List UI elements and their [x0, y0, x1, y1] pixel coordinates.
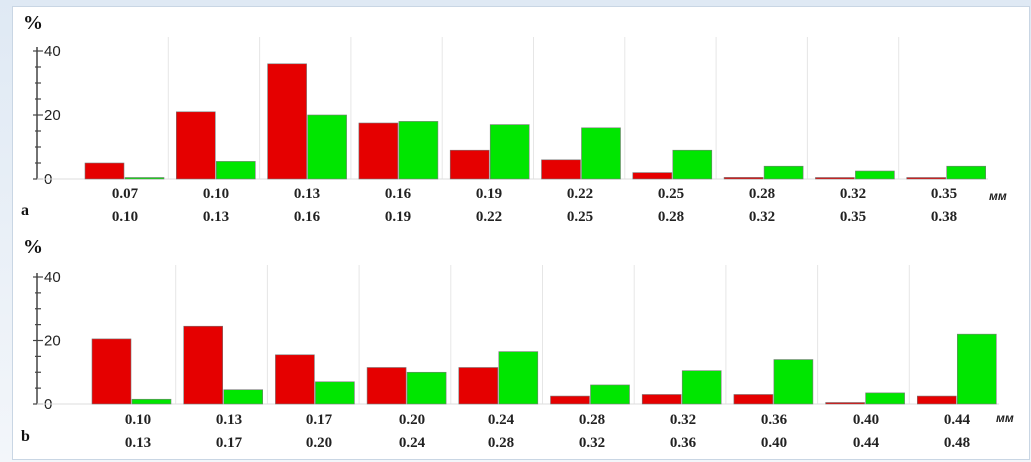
bar-red-6: [550, 395, 590, 405]
bar-green-10: [946, 165, 987, 180]
category-label-lower: 0.40: [761, 435, 787, 451]
category-label-upper: 0.07: [112, 186, 139, 202]
category-label-lower: 0.13: [203, 209, 229, 225]
category-label-upper: 0.17: [306, 412, 333, 428]
category-label-upper: 0.13: [216, 412, 242, 428]
bar-red-10: [906, 177, 947, 180]
bar-red-4: [358, 122, 399, 180]
bar-red-5: [458, 367, 499, 405]
bar-green-8: [763, 165, 804, 180]
category-label-upper: 0.35: [931, 186, 957, 202]
bar-red-2: [176, 111, 216, 180]
category-label-lower: 0.20: [306, 435, 332, 451]
category-label-upper: 0.36: [761, 412, 788, 428]
panel-label: b: [21, 428, 30, 445]
bar-green-7: [681, 370, 722, 405]
bar-red-3: [267, 63, 307, 180]
bar-green-4: [398, 121, 439, 180]
bar-green-5: [498, 351, 539, 405]
bar-green-2: [216, 161, 256, 180]
bar-red-7: [632, 172, 673, 180]
y-tick-label: 40: [44, 269, 61, 286]
bar-red-1: [91, 338, 132, 405]
bar-red-3: [275, 354, 315, 405]
bar-green-3: [307, 114, 347, 180]
bar-red-10: [916, 395, 957, 405]
category-label-upper: 0.32: [840, 186, 866, 202]
y-tick-label: 40: [44, 43, 61, 60]
category-label-upper: 0.28: [579, 412, 605, 428]
category-label-lower: 0.48: [944, 435, 970, 451]
chart-panel-b: 02040%0.100.130.130.170.170.200.200.240.…: [21, 236, 1014, 451]
bar-green-1: [131, 398, 172, 405]
bar-green-10: [956, 333, 997, 405]
category-label-upper: 0.10: [203, 186, 229, 202]
category-label-lower: 0.44: [853, 435, 880, 451]
y-unit-label: %: [23, 12, 43, 34]
bar-green-3: [315, 381, 355, 405]
category-label-lower: 0.16: [294, 209, 321, 225]
bar-green-2: [223, 389, 263, 405]
category-label-upper: 0.44: [944, 412, 971, 428]
bar-red-4: [366, 367, 407, 405]
category-label-upper: 0.25: [658, 186, 684, 202]
category-label-lower: 0.25: [567, 209, 593, 225]
x-unit-label: мм: [996, 411, 1014, 425]
bar-red-7: [641, 394, 682, 405]
category-label-lower: 0.38: [931, 209, 957, 225]
bar-green-6: [581, 127, 621, 180]
y-unit-label: %: [23, 236, 43, 258]
x-unit-label: мм: [989, 189, 1007, 203]
category-label-lower: 0.32: [749, 209, 775, 225]
bar-red-6: [541, 159, 581, 180]
bar-green-1: [124, 177, 165, 180]
category-label-lower: 0.24: [399, 435, 426, 451]
bar-red-2: [183, 325, 223, 405]
panel-label: a: [21, 202, 29, 219]
bar-green-5: [489, 124, 530, 180]
category-label-upper: 0.10: [125, 412, 151, 428]
category-label-upper: 0.22: [567, 186, 593, 202]
category-label-lower: 0.13: [125, 435, 151, 451]
bar-green-6: [590, 384, 630, 405]
category-label-lower: 0.28: [658, 209, 684, 225]
category-label-lower: 0.19: [385, 209, 411, 225]
bar-red-5: [449, 149, 490, 180]
bar-red-9: [815, 177, 855, 180]
bar-red-8: [733, 394, 774, 405]
category-label-upper: 0.19: [476, 186, 502, 202]
bar-green-9: [855, 170, 895, 180]
category-label-lower: 0.35: [840, 209, 866, 225]
category-label-lower: 0.32: [579, 435, 605, 451]
category-label-lower: 0.10: [112, 209, 138, 225]
category-label-upper: 0.28: [749, 186, 775, 202]
bar-green-7: [672, 149, 713, 180]
bar-red-1: [84, 162, 125, 180]
category-label-upper: 0.24: [488, 412, 515, 428]
chart-panel-a: 02040%0.070.100.100.130.130.160.160.190.…: [21, 12, 1007, 225]
category-label-upper: 0.13: [294, 186, 320, 202]
bar-red-8: [723, 177, 764, 180]
category-label-upper: 0.32: [670, 412, 696, 428]
y-tick-label: 20: [44, 333, 61, 350]
category-label-upper: 0.20: [399, 412, 425, 428]
category-label-lower: 0.22: [476, 209, 502, 225]
bar-red-9: [825, 402, 865, 405]
bar-green-4: [406, 371, 447, 405]
category-label-upper: 0.16: [385, 186, 412, 202]
category-label-lower: 0.36: [670, 435, 697, 451]
bar-green-8: [773, 359, 814, 405]
category-label-lower: 0.28: [488, 435, 514, 451]
y-tick-label: 20: [44, 107, 61, 124]
bar-green-9: [865, 392, 905, 405]
category-label-lower: 0.17: [216, 435, 243, 451]
histogram-figure: 02040%0.070.100.100.130.130.160.160.190.…: [21, 12, 1014, 451]
figure-frame: 0 20 40% 0.07 0.10 0.10 0.13 0.13 0.16 0.16 0.19 0.…: [12, 6, 1030, 460]
category-label-upper: 0.40: [853, 412, 879, 428]
